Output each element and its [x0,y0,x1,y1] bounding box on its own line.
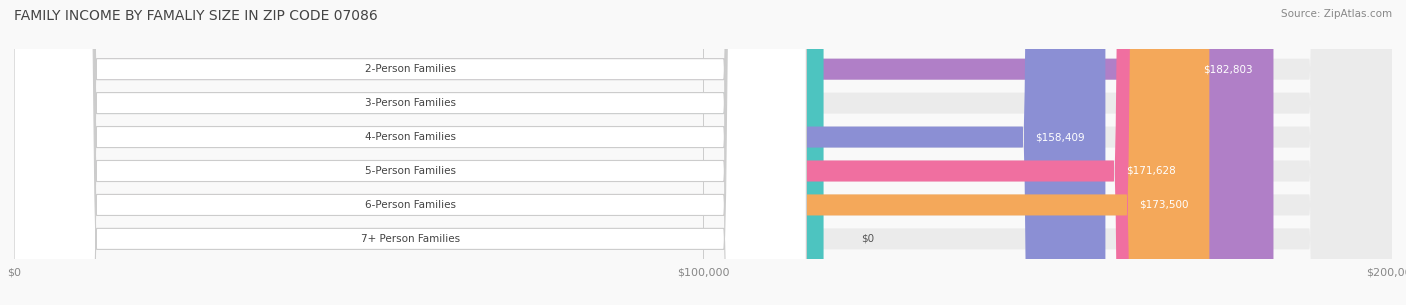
FancyBboxPatch shape [14,0,1209,305]
FancyBboxPatch shape [14,0,1392,305]
FancyBboxPatch shape [14,0,1392,305]
FancyBboxPatch shape [14,0,807,305]
Text: $117,500: $117,500 [754,98,803,108]
FancyBboxPatch shape [14,0,807,305]
FancyBboxPatch shape [14,0,1392,305]
FancyBboxPatch shape [14,0,1105,305]
FancyBboxPatch shape [14,0,807,305]
Text: 2-Person Families: 2-Person Families [364,64,456,74]
Text: Source: ZipAtlas.com: Source: ZipAtlas.com [1281,9,1392,19]
FancyBboxPatch shape [14,0,807,305]
Text: $158,409: $158,409 [1035,132,1085,142]
Text: 3-Person Families: 3-Person Families [364,98,456,108]
Text: 4-Person Families: 4-Person Families [364,132,456,142]
Text: 5-Person Families: 5-Person Families [364,166,456,176]
FancyBboxPatch shape [14,0,807,305]
Text: 6-Person Families: 6-Person Families [364,200,456,210]
FancyBboxPatch shape [14,0,1274,305]
FancyBboxPatch shape [14,0,807,305]
FancyBboxPatch shape [14,0,1392,305]
Text: $171,628: $171,628 [1126,166,1175,176]
FancyBboxPatch shape [14,0,824,305]
Text: $0: $0 [862,234,875,244]
FancyBboxPatch shape [14,0,1392,305]
Text: $182,803: $182,803 [1204,64,1253,74]
Text: 7+ Person Families: 7+ Person Families [360,234,460,244]
Text: $173,500: $173,500 [1139,200,1188,210]
FancyBboxPatch shape [14,0,1392,305]
Text: FAMILY INCOME BY FAMALIY SIZE IN ZIP CODE 07086: FAMILY INCOME BY FAMALIY SIZE IN ZIP COD… [14,9,378,23]
FancyBboxPatch shape [14,0,1197,305]
